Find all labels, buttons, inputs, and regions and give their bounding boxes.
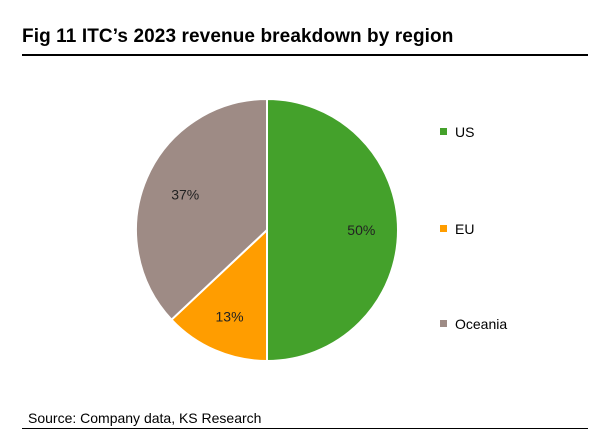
data-label-eu: 13% bbox=[216, 309, 244, 325]
legend-item-oceania: Oceania bbox=[440, 316, 507, 332]
data-label-us: 50% bbox=[347, 222, 375, 238]
legend-label-oceania: Oceania bbox=[455, 316, 508, 332]
legend-swatch-us bbox=[440, 128, 447, 135]
pie-slice-oceania bbox=[135, 97, 268, 322]
pie-slice-eu bbox=[170, 227, 268, 363]
source-note: Source: Company data, KS Research bbox=[28, 410, 262, 426]
legend-swatch-eu bbox=[440, 225, 447, 232]
chart-title: Fig 11 ITC’s 2023 revenue breakdown by r… bbox=[22, 26, 454, 47]
legend-label-us: US bbox=[455, 124, 475, 140]
legend-item-us: US bbox=[440, 124, 474, 140]
legend-item-eu: EU bbox=[440, 221, 474, 237]
data-label-oceania: 37% bbox=[171, 187, 199, 203]
pie-slice-us bbox=[266, 97, 399, 363]
legend-swatch-oceania bbox=[440, 320, 447, 327]
legend-label-eu: EU bbox=[455, 221, 475, 237]
title-underline bbox=[22, 54, 588, 56]
source-underline bbox=[22, 428, 588, 429]
